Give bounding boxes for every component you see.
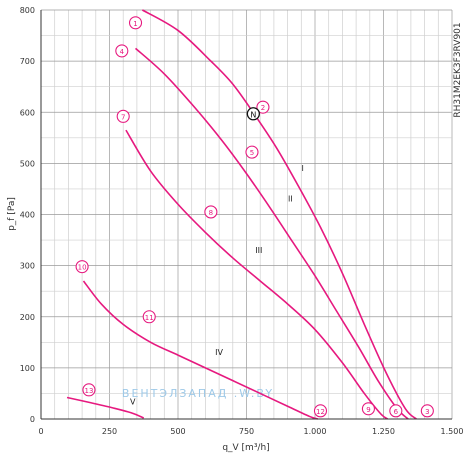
marker-label-1: 1	[133, 20, 137, 28]
marker-circle-5	[245, 145, 259, 159]
marker-label-7: 7	[121, 113, 125, 121]
curve-v	[66, 396, 145, 419]
marker-label-3: 3	[425, 408, 429, 416]
marker-label-2: 2	[261, 104, 265, 112]
curve-label-ii: II	[288, 195, 293, 204]
marker-label-6: 6	[394, 408, 399, 416]
marker-circle-1	[128, 16, 143, 30]
x-tick-label: 750	[239, 427, 254, 436]
marker-circle-12	[313, 404, 328, 418]
marker-circle-10	[75, 260, 89, 274]
operating-point-marker	[246, 107, 261, 121]
y-tick-label: 600	[20, 108, 35, 117]
marker-circle-3	[420, 404, 434, 418]
x-tick-label: 0	[38, 427, 43, 436]
marker-label-4: 4	[120, 48, 125, 56]
marker-circle-7	[116, 109, 130, 123]
marker-label-5: 5	[250, 149, 254, 157]
x-tick-label: 500	[170, 427, 185, 436]
y-tick-label: 0	[30, 415, 35, 424]
marker-circle-9	[361, 402, 375, 416]
marker-label-12: 12	[316, 408, 325, 416]
marker-circle-11	[142, 310, 156, 324]
y-tick-label: 200	[20, 313, 35, 322]
watermark: ВЕНТЭЛЗАПАД .W.BY	[122, 387, 274, 400]
x-tick-label: 1.500	[441, 427, 464, 436]
marker-circle-6	[389, 404, 403, 418]
y-tick-label: 800	[20, 6, 35, 15]
marker-label-11: 11	[145, 314, 154, 322]
grid	[40, 9, 453, 420]
x-tick-label: 1.250	[372, 427, 395, 436]
marker-label-8: 8	[209, 209, 213, 217]
curve-ii	[134, 47, 409, 420]
operating-point-label: N	[250, 110, 256, 119]
y-axis-title: p_f [Pa]	[7, 197, 17, 231]
marker-label-9: 9	[366, 406, 370, 414]
marker-label-10: 10	[78, 264, 87, 272]
marker-label-13: 13	[84, 387, 93, 395]
marker-circle-13	[82, 383, 96, 397]
x-axis-title: q_V [m³/h]	[222, 443, 269, 453]
y-tick-label: 100	[20, 364, 35, 373]
y-tick-label: 500	[20, 159, 35, 168]
y-tick-label: 300	[20, 262, 35, 271]
model-code-label: RH31M2EK3F3RV901	[453, 22, 463, 117]
curve-i	[141, 9, 417, 420]
axes: 0 250 500 750 1.000 1.250 1.500 0 100 200 300 400 50…	[20, 6, 464, 436]
curve-label-iv: IV	[215, 348, 223, 357]
curve-label-i: I	[301, 164, 303, 173]
curve-iv	[82, 280, 318, 420]
curve-label-v: V	[130, 398, 136, 407]
x-tick-label: 250	[102, 427, 117, 436]
y-tick-label: 700	[20, 57, 35, 66]
watermark-text: ВЕНТЭЛЗАПАД .W.BY	[122, 387, 274, 400]
curve-iii	[125, 129, 389, 420]
x-tick-label: 1.000	[304, 427, 327, 436]
marker-circle-4	[115, 44, 129, 58]
y-tick-label: 400	[20, 211, 35, 220]
marker-circle-8	[204, 205, 218, 219]
marker-circle-2	[256, 100, 270, 114]
curve-label-iii: III	[255, 246, 262, 255]
